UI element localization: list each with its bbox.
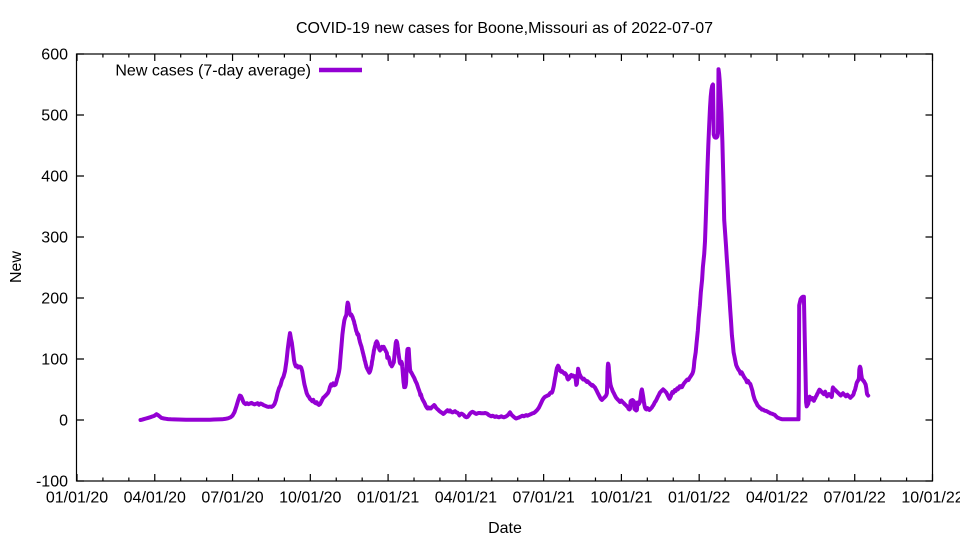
- svg-text:200: 200: [41, 291, 68, 308]
- svg-text:600: 600: [41, 47, 68, 64]
- svg-text:300: 300: [41, 230, 68, 247]
- svg-text:New: New: [8, 251, 25, 283]
- svg-text:10/01/22: 10/01/22: [901, 490, 960, 507]
- svg-text:-100: -100: [36, 474, 68, 491]
- svg-text:0: 0: [59, 413, 68, 430]
- svg-text:10/01/20: 10/01/20: [279, 490, 341, 507]
- svg-text:01/01/22: 01/01/22: [668, 490, 730, 507]
- svg-text:500: 500: [41, 108, 68, 125]
- svg-text:New cases (7-day average): New cases (7-day average): [115, 63, 311, 80]
- svg-text:04/01/22: 04/01/22: [746, 490, 808, 507]
- svg-text:10/01/21: 10/01/21: [590, 490, 652, 507]
- svg-text:07/01/21: 07/01/21: [512, 490, 574, 507]
- svg-text:COVID-19 new cases for Boone,M: COVID-19 new cases for Boone,Missouri as…: [296, 20, 713, 37]
- svg-text:01/01/20: 01/01/20: [46, 490, 108, 507]
- svg-text:07/01/22: 07/01/22: [824, 490, 886, 507]
- svg-text:04/01/21: 04/01/21: [435, 490, 497, 507]
- svg-text:Date: Date: [488, 520, 522, 537]
- svg-text:01/01/21: 01/01/21: [357, 490, 419, 507]
- svg-text:04/01/20: 04/01/20: [124, 490, 186, 507]
- svg-text:07/01/20: 07/01/20: [201, 490, 263, 507]
- svg-text:100: 100: [41, 352, 68, 369]
- svg-text:400: 400: [41, 169, 68, 186]
